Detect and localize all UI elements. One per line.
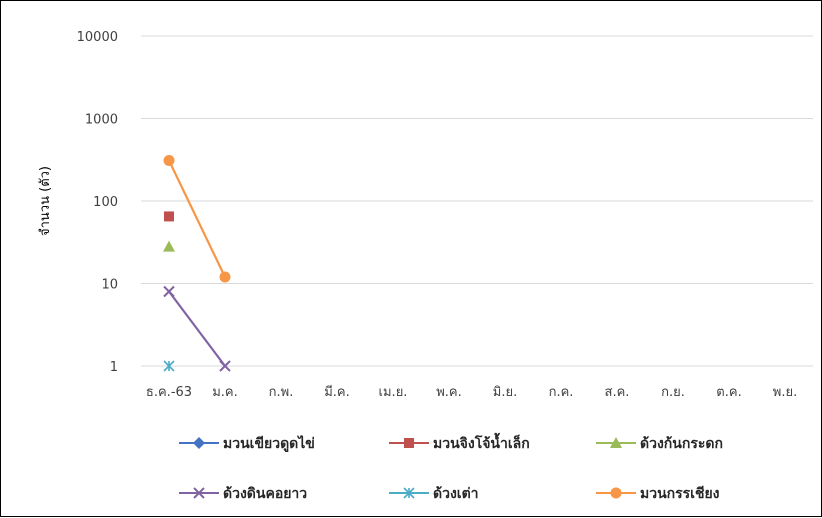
- legend: มวนเขียวดูดไข่ มวนจิงโจ้น้ำเล็ก ด้วงก้นกระ…: [179, 432, 723, 502]
- legend-marker: [404, 438, 414, 448]
- y-tick-label: 100: [93, 195, 118, 210]
- x-tick-label: ม.ค.: [212, 385, 238, 400]
- y-tick-label: 1000: [85, 113, 118, 128]
- series-2: [163, 240, 175, 252]
- legend-item: ด้วงก้นกระดก: [596, 436, 723, 452]
- x-axis-ticks: ธ.ค.-63 ม.ค. ก.พ. มี.ค. เม.ย. พ.ค. มิ.ย. ก.ค. ส.…: [146, 384, 797, 400]
- data-point: [163, 240, 175, 252]
- series-5: [163, 154, 231, 283]
- series-line: [168, 159, 226, 278]
- data-point: [163, 285, 175, 298]
- x-tick-label: ก.พ.: [269, 385, 294, 400]
- x-tick-label: เม.ย.: [379, 385, 408, 400]
- legend-marker: [193, 487, 205, 499]
- x-tick-label: พ.ย.: [773, 385, 797, 400]
- data-point: [219, 360, 231, 372]
- legend-item: ด้วงดินคอยาว: [179, 486, 307, 502]
- legend-label: มวนกรรเชียง: [640, 486, 720, 502]
- x-tick-label: มิ.ย.: [493, 385, 517, 400]
- x-tick-label: มี.ค.: [324, 384, 350, 400]
- x-tick-label: ธ.ค.-63: [146, 385, 192, 400]
- legend-item: ด้วงเต่า: [389, 486, 479, 502]
- series-3: [163, 285, 231, 372]
- legend-item: มวนกรรเชียง: [596, 486, 720, 502]
- legend-marker: [610, 437, 622, 448]
- legend-marker: [610, 487, 622, 499]
- gridlines: [141, 35, 813, 367]
- legend-marker: [193, 437, 205, 449]
- data-point: [163, 360, 175, 372]
- y-axis-label: จำนวน (ตัว): [38, 166, 53, 236]
- data-point: [219, 271, 231, 283]
- legend-label: ด้วงก้นกระดก: [640, 436, 723, 452]
- series-4: [163, 360, 175, 372]
- legend-label: ด้วงเต่า: [433, 486, 479, 502]
- x-tick-label: ส.ค.: [605, 385, 630, 400]
- data-point: [164, 211, 174, 222]
- x-tick-label: ก.ย.: [661, 385, 685, 400]
- y-axis-ticks: 1 10 100 1000 10000: [77, 30, 118, 375]
- data-point: [163, 154, 175, 166]
- series-1: [164, 211, 174, 222]
- y-tick-label: 10000: [77, 30, 118, 45]
- legend-label: มวนเขียวดูดไข่: [223, 434, 315, 452]
- series-layer: [163, 154, 231, 372]
- legend-item: มวนเขียวดูดไข่: [179, 434, 315, 452]
- x-tick-label: ก.ค.: [549, 385, 574, 400]
- legend-label: มวนจิงโจ้น้ำเล็ก: [433, 432, 530, 452]
- legend-item: มวนจิงโจ้น้ำเล็ก: [389, 432, 530, 452]
- legend-marker: [403, 487, 415, 499]
- x-tick-label: ต.ค.: [716, 385, 741, 400]
- y-tick-label: 1: [110, 360, 118, 375]
- x-tick-label: พ.ค.: [436, 385, 462, 400]
- legend-label: ด้วงดินคอยาว: [223, 486, 307, 502]
- series-line: [168, 290, 226, 367]
- y-tick-label: 10: [101, 278, 118, 293]
